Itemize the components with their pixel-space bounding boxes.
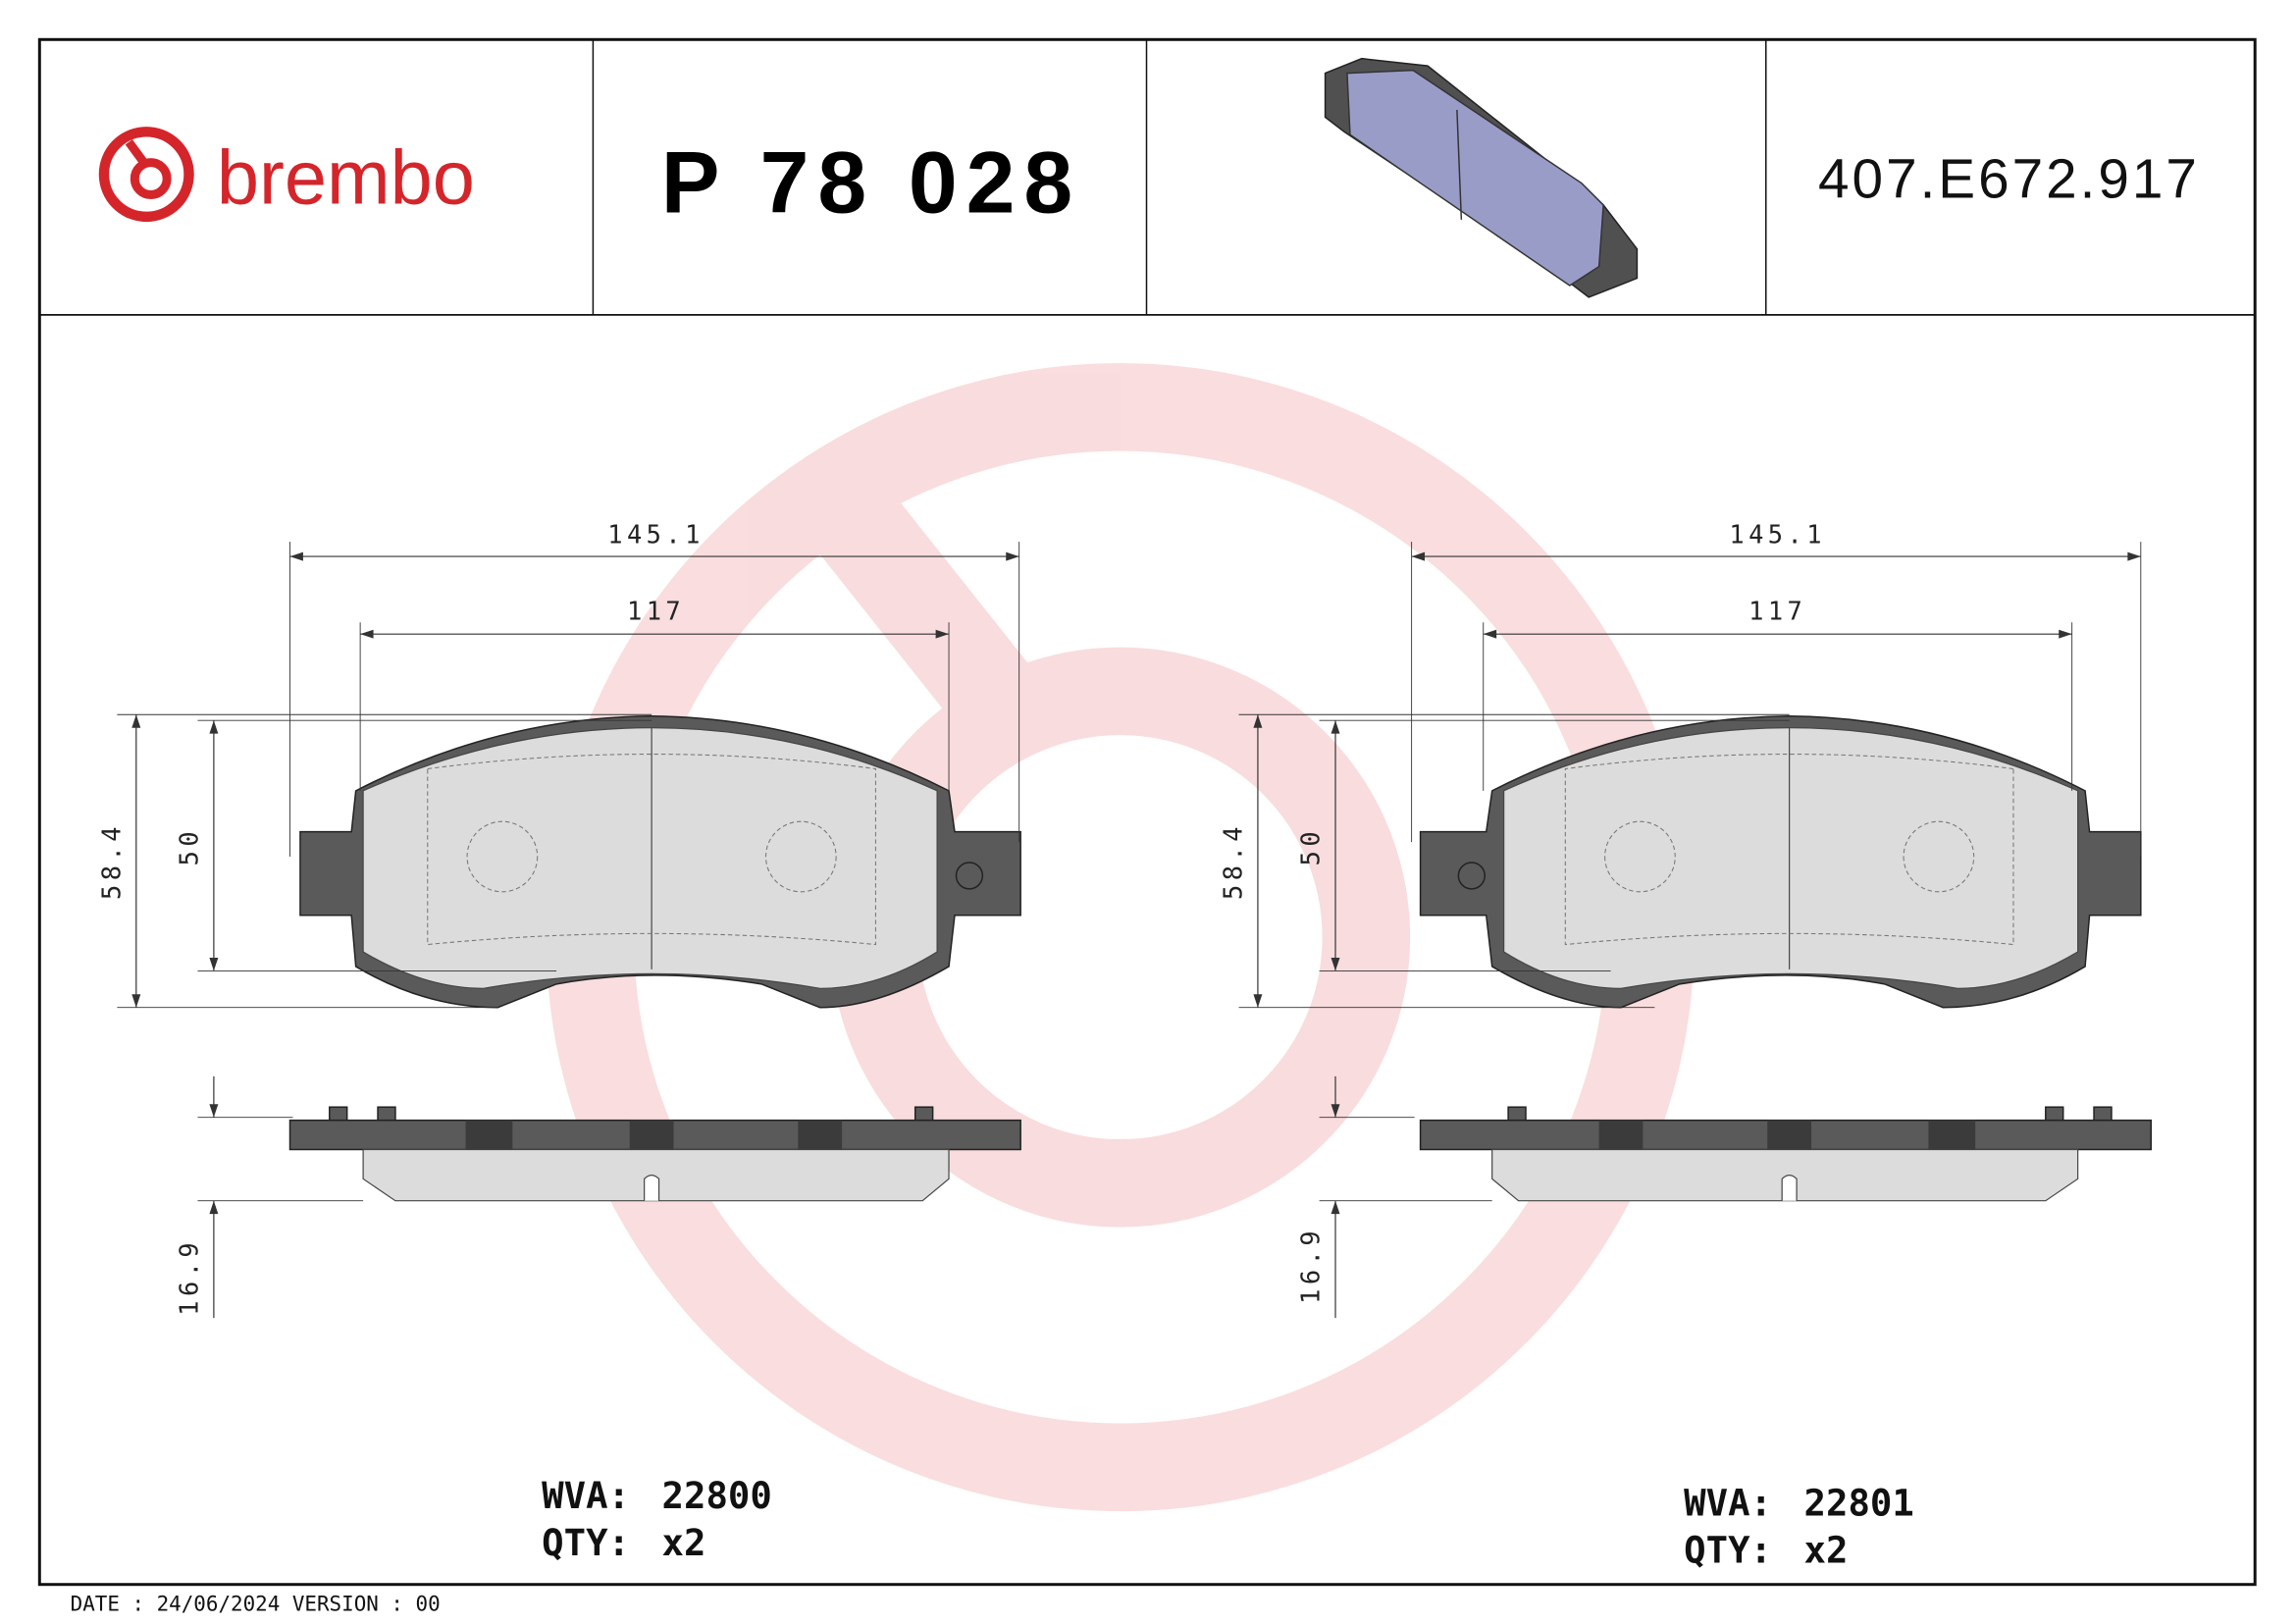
left-drawing: 145.1 117 58.4 50 16.9 WVA: 22800 QTY: x… bbox=[96, 520, 1021, 1564]
dimension: 16.9 bbox=[174, 1238, 203, 1316]
dimension: 117 bbox=[1748, 596, 1806, 625]
pad-render bbox=[1324, 57, 1639, 298]
logo-mark bbox=[98, 127, 194, 223]
part-number: P 78 028 bbox=[661, 132, 1081, 231]
dimension: 145.1 bbox=[607, 520, 704, 550]
dimension: 58.4 bbox=[96, 822, 126, 900]
dimension: 50 bbox=[174, 827, 203, 866]
wva-value: 22800 bbox=[662, 1474, 772, 1517]
brand: brembo bbox=[217, 135, 475, 220]
wva-value: 22801 bbox=[1804, 1482, 1914, 1525]
dimension: 16.9 bbox=[1296, 1227, 1326, 1304]
wva-label: WVA: bbox=[1684, 1482, 1772, 1525]
wva-label: WVA: bbox=[542, 1474, 630, 1517]
qty-value: x2 bbox=[662, 1521, 706, 1564]
qty-label: QTY: bbox=[542, 1521, 630, 1564]
qty-label: QTY: bbox=[1684, 1528, 1772, 1571]
qty-value: x2 bbox=[1804, 1528, 1849, 1571]
right-drawing: 145.1 117 58.4 50 16.9 WVA: 22801 QTY: x… bbox=[1219, 520, 2152, 1571]
footer: DATE : 24/06/2024 VERSION : 00 bbox=[71, 1593, 441, 1616]
dimension: 50 bbox=[1296, 827, 1326, 866]
code: 407.E672.917 bbox=[1818, 148, 2200, 210]
dimension: 145.1 bbox=[1729, 520, 1826, 550]
dimension: 117 bbox=[627, 596, 685, 625]
dimension: 58.4 bbox=[1219, 822, 1248, 900]
